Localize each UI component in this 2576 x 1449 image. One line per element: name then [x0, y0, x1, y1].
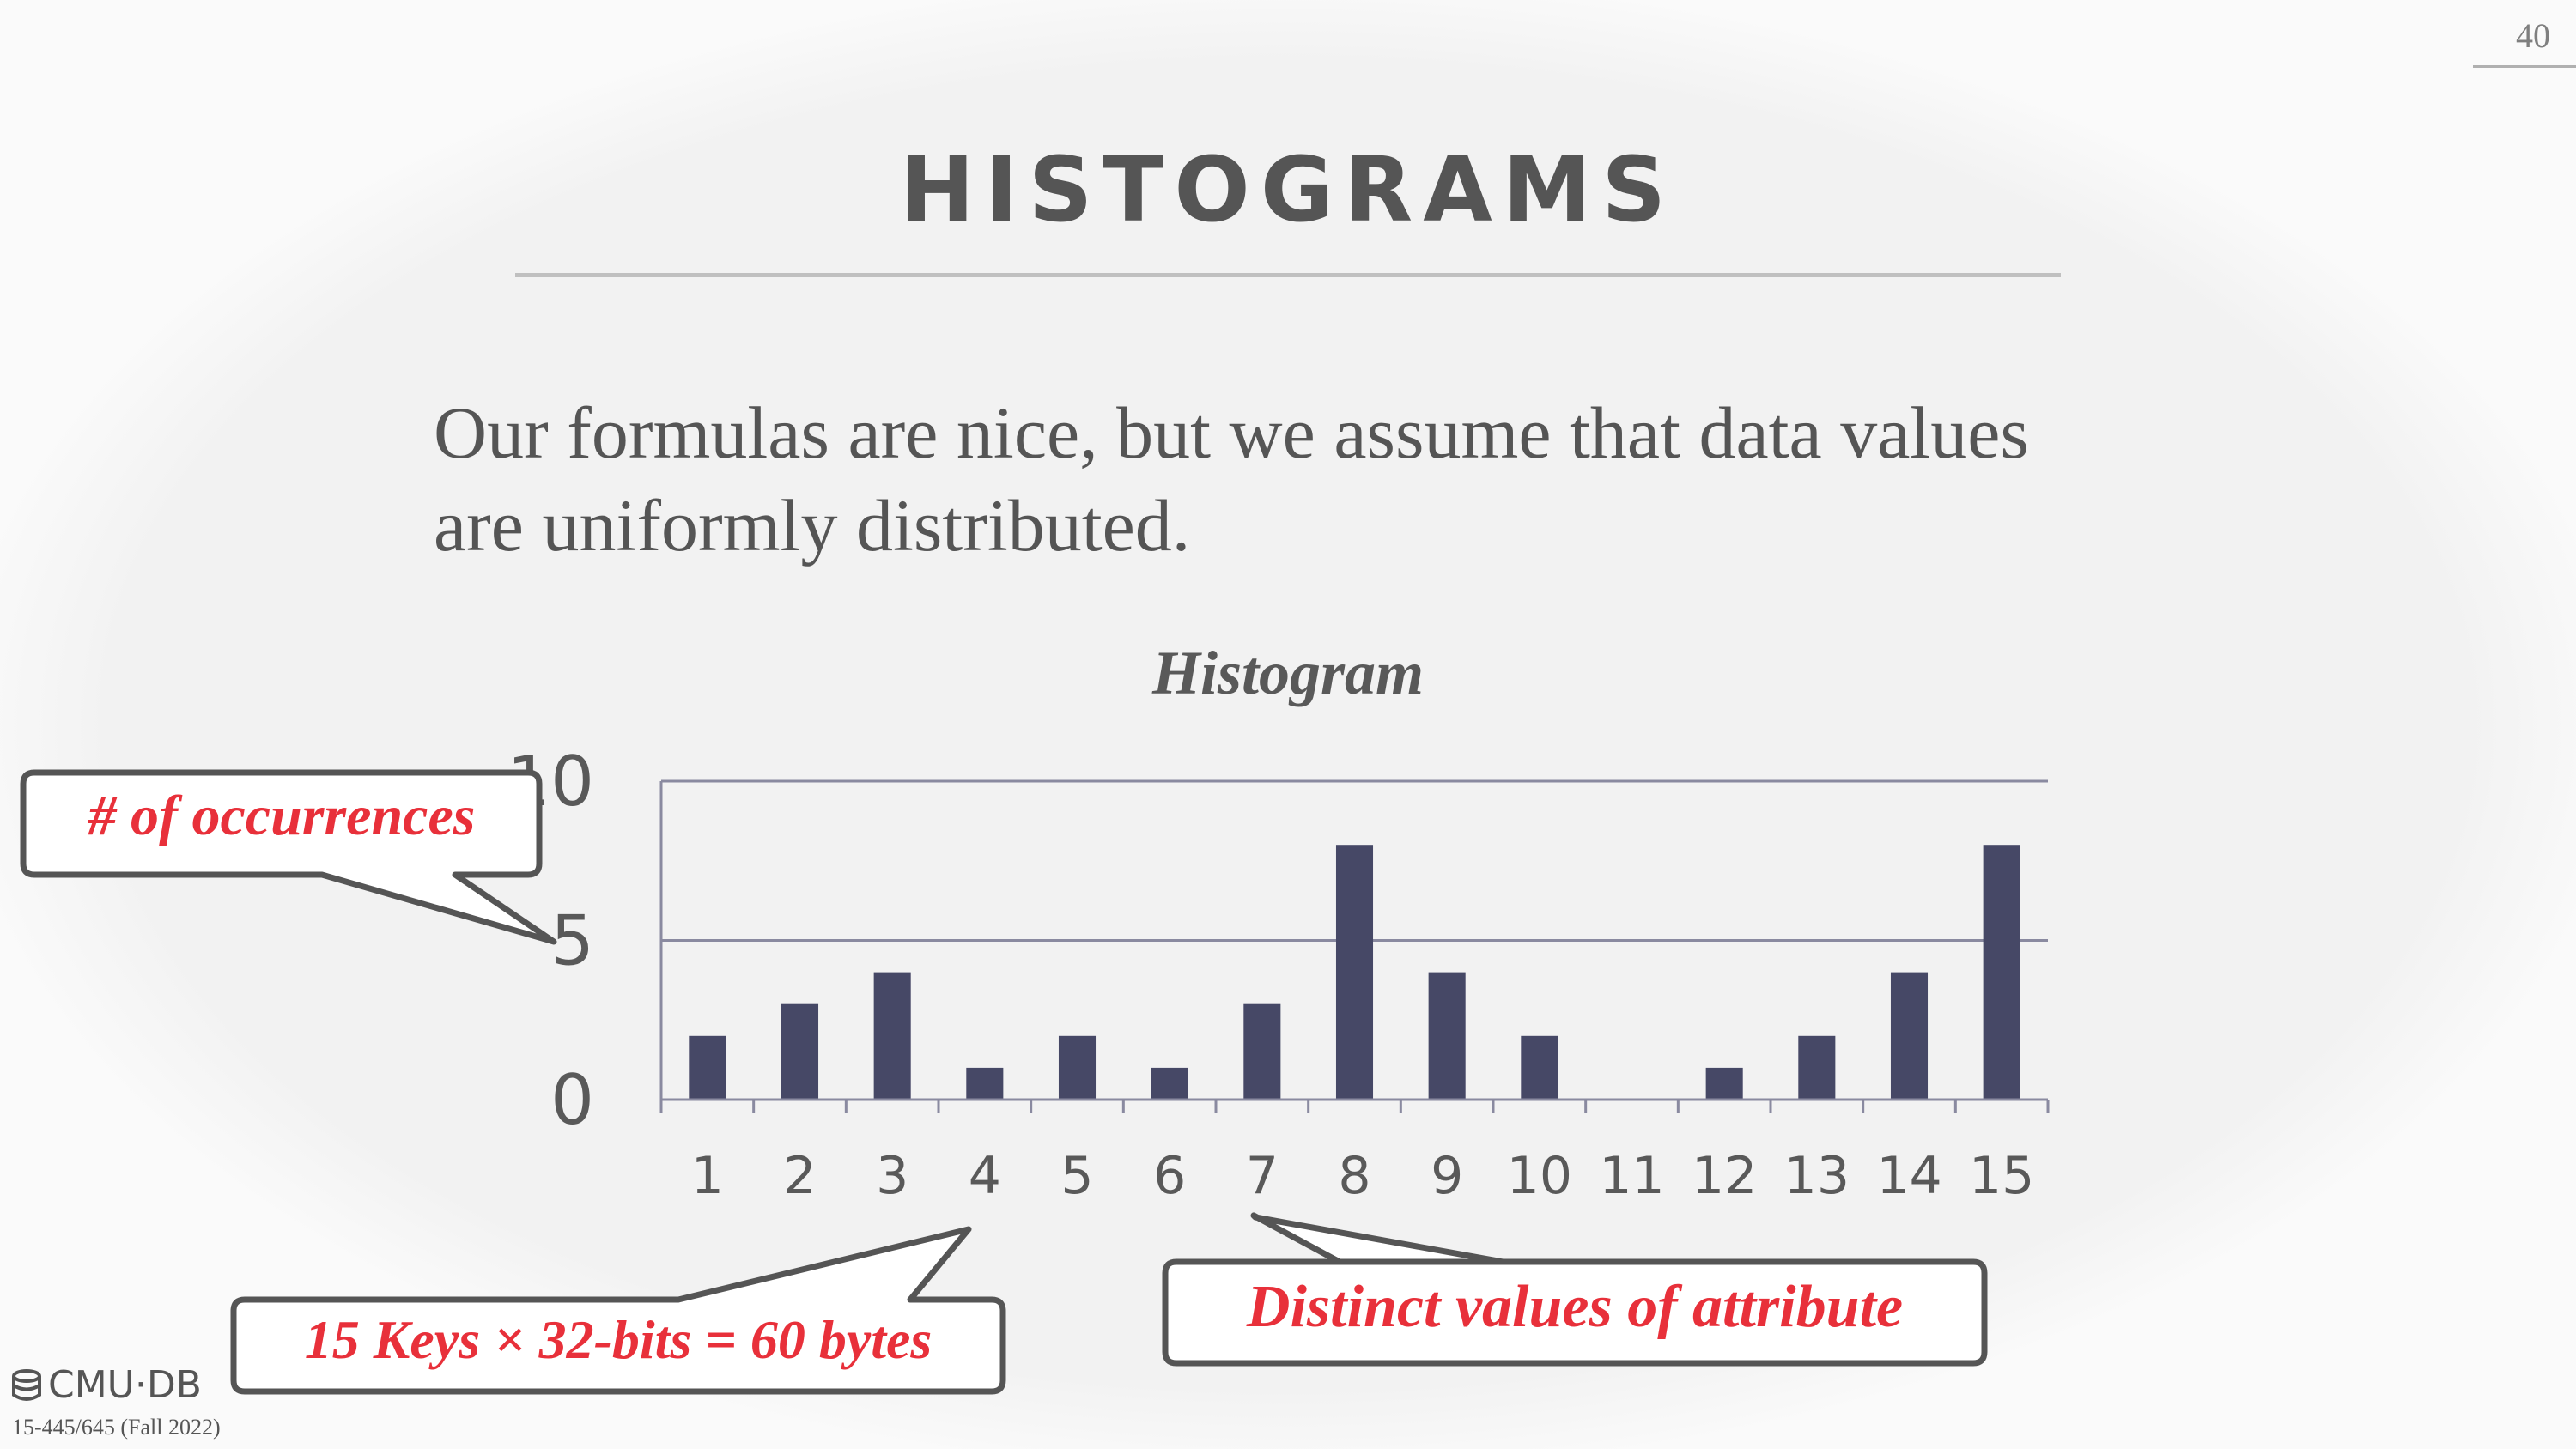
callout-storage-text: 15 Keys × 32-bits = 60 bytes — [305, 1309, 933, 1370]
bar-9 — [1428, 972, 1466, 1100]
x-tick-label-5: 5 — [1060, 1146, 1093, 1206]
title-underline — [515, 273, 2061, 277]
callout-distinct-values: Distinct values of attribute — [1162, 1212, 1988, 1367]
bar-2 — [781, 1003, 819, 1100]
callout-occurrences: # of occurrences — [20, 769, 557, 945]
bar-14 — [1890, 972, 1929, 1100]
bar-7 — [1243, 1003, 1281, 1100]
chart-title: Histogram — [1151, 639, 1424, 707]
x-tick-label-6: 6 — [1153, 1146, 1186, 1206]
x-tick-label-1: 1 — [691, 1146, 724, 1206]
x-tick-label-12: 12 — [1692, 1146, 1757, 1206]
callout-distinct-values-shape — [1162, 1212, 1988, 1367]
x-tick-label-10: 10 — [1507, 1146, 1572, 1206]
logo-text: CMU·DB — [48, 1363, 202, 1407]
database-icon — [12, 1368, 41, 1401]
x-tick-label-11: 11 — [1599, 1146, 1664, 1206]
bar-8 — [1335, 845, 1374, 1100]
bar-13 — [1798, 1035, 1836, 1100]
callout-distinct-values-text: Distinct values of attribute — [1246, 1274, 1903, 1340]
x-tick-label-14: 14 — [1876, 1146, 1941, 1206]
body-text: Our formulas are nice, but we assume tha… — [434, 391, 2029, 567]
x-tick-label-13: 13 — [1784, 1146, 1850, 1206]
bar-10 — [1521, 1035, 1558, 1100]
bars — [689, 845, 2020, 1100]
x-tick-labels: 1 2 3 4 5 6 7 8 9 10 11 12 13 14 15 — [691, 1146, 2035, 1206]
x-tick-label-9: 9 — [1431, 1146, 1463, 1206]
cmu-db-logo: CMU·DB — [10, 1363, 202, 1407]
bar-15 — [1983, 845, 2020, 1100]
x-axis — [659, 781, 2050, 1113]
bar-12 — [1705, 1067, 1743, 1100]
x-tick-label-3: 3 — [876, 1146, 908, 1206]
y-tick-label-0: 0 — [550, 1060, 594, 1140]
callout-storage: 15 Keys × 32-bits = 60 bytes — [230, 1226, 1006, 1395]
callout-storage-shape — [230, 1226, 1006, 1395]
page-number-rule — [2473, 65, 2576, 68]
x-tick-label-4: 4 — [969, 1146, 1001, 1206]
bar-3 — [873, 972, 911, 1100]
y-tick-label-5: 5 — [550, 901, 594, 981]
bar-4 — [966, 1067, 1004, 1100]
callout-occurrences-shape — [20, 769, 557, 945]
course-label: 15-445/645 (Fall 2022) — [12, 1415, 221, 1440]
callout-occurrences-text: # of occurrences — [88, 785, 476, 847]
bar-1 — [689, 1035, 726, 1100]
x-tick-label-15: 15 — [1969, 1146, 2034, 1206]
slide-title: HISTOGRAMS — [899, 137, 1677, 242]
bar-5 — [1058, 1035, 1097, 1100]
x-tick-label-8: 8 — [1338, 1146, 1370, 1206]
x-tick-label-7: 7 — [1246, 1146, 1279, 1206]
page-number: 40 — [2516, 16, 2550, 55]
bar-6 — [1151, 1067, 1188, 1100]
x-tick-label-2: 2 — [783, 1146, 816, 1206]
